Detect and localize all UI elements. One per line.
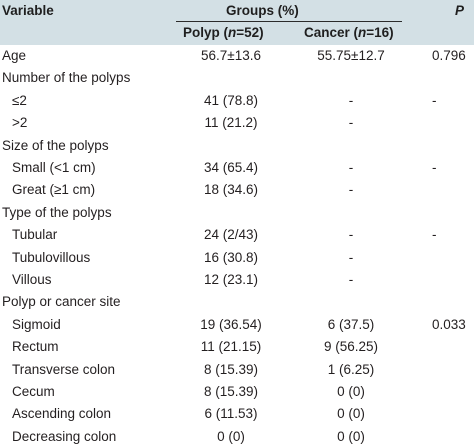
cell-polyp: 8 (15.39) bbox=[203, 384, 259, 399]
table-row: Ascending colon 6 (11.53) 0 (0) bbox=[0, 403, 474, 425]
table-row: Size of the polyps bbox=[0, 135, 474, 157]
cell-p-value: - bbox=[432, 92, 437, 108]
table-row: Type of the polyps bbox=[0, 202, 474, 224]
row-label: Rectum bbox=[12, 339, 59, 355]
cell-cancer: 55.75±12.7 bbox=[317, 48, 385, 63]
cell-p-value: 0.796 bbox=[432, 48, 466, 63]
header-variable: Variable bbox=[2, 3, 54, 18]
row-label: Size of the polyps bbox=[2, 137, 109, 153]
cell-cancer: 0 (0) bbox=[337, 384, 365, 399]
header-band bbox=[0, 0, 474, 45]
row-label: Villous bbox=[12, 272, 52, 287]
cell-cancer: 0 (0) bbox=[337, 406, 365, 422]
table-row: Number of the polyps bbox=[0, 67, 474, 89]
row-label: Tubulovillous bbox=[12, 249, 91, 265]
table-row: Tubular 24 (2/43) - - bbox=[0, 224, 474, 246]
cell-cancer: - bbox=[348, 182, 354, 198]
cell-polyp: 41 (78.8) bbox=[203, 92, 259, 108]
table-row: Age 56.7±13.6 55.75±12.7 0.796 bbox=[0, 45, 474, 67]
row-label: Small (<1 cm) bbox=[12, 160, 96, 175]
cell-cancer: 9 (56.25) bbox=[323, 339, 379, 355]
row-label: Polyp or cancer site bbox=[2, 294, 121, 310]
cell-polyp: 18 (34.6) bbox=[203, 182, 259, 198]
row-label: Transverse colon bbox=[12, 361, 116, 377]
header-p: P bbox=[455, 3, 465, 18]
cell-polyp: 8 (15.39) bbox=[203, 361, 259, 377]
header-groups: Groups (%) bbox=[226, 3, 299, 18]
row-label: Cecum bbox=[12, 384, 55, 399]
table-row: Cecum 8 (15.39) 0 (0) bbox=[0, 381, 474, 403]
cell-cancer: - bbox=[348, 227, 354, 243]
row-label: Great (≥1 cm) bbox=[12, 182, 96, 198]
cell-polyp: 0 (0) bbox=[217, 428, 245, 444]
cell-cancer: - bbox=[348, 160, 354, 175]
cell-cancer: 1 (6.25) bbox=[327, 361, 375, 377]
table-row: Transverse colon 8 (15.39) 1 (6.25) bbox=[0, 359, 474, 381]
table-row: Sigmoid 19 (36.54) 6 (37.5) 0.033 bbox=[0, 314, 474, 336]
table-row: Tubulovillous 16 (30.8) - bbox=[0, 247, 474, 269]
table-row: Great (≥1 cm) 18 (34.6) - bbox=[0, 179, 474, 201]
table-row: Polyp or cancer site bbox=[0, 291, 474, 313]
cell-polyp: 56.7±13.6 bbox=[201, 48, 261, 63]
cell-polyp: 11 (21.15) bbox=[200, 339, 262, 355]
row-label: Age bbox=[2, 48, 27, 63]
cell-polyp: 6 (11.53) bbox=[204, 406, 258, 422]
cell-p-value: - bbox=[432, 160, 437, 175]
groups-underline bbox=[176, 21, 402, 22]
table-row: Rectum 11 (21.15) 9 (56.25) bbox=[0, 336, 474, 358]
row-label: Decreasing colon bbox=[12, 428, 117, 444]
cell-polyp: 19 (36.54) bbox=[200, 316, 262, 332]
cell-p-value: 0.033 bbox=[432, 316, 466, 332]
cell-polyp: 16 (30.8) bbox=[203, 249, 259, 265]
cell-cancer: - bbox=[348, 249, 354, 265]
cell-cancer: 6 (37.5) bbox=[327, 316, 375, 332]
row-label: ≤2 bbox=[12, 92, 27, 108]
header-cancer: Cancer (n=16) bbox=[304, 25, 394, 40]
row-label: Sigmoid bbox=[12, 316, 61, 332]
cell-polyp: 12 (23.1) bbox=[203, 272, 259, 287]
row-label: >2 bbox=[12, 115, 28, 131]
table-row: Decreasing colon 0 (0) 0 (0) bbox=[0, 426, 474, 448]
table-row: >2 11 (21.2) - bbox=[0, 112, 474, 134]
cell-p-value: - bbox=[432, 227, 437, 243]
table-row: Small (<1 cm) 34 (65.4) - - bbox=[0, 157, 474, 179]
cell-cancer: 0 (0) bbox=[337, 428, 365, 444]
cell-polyp: 24 (2/43) bbox=[203, 227, 259, 243]
cell-polyp: 34 (65.4) bbox=[203, 160, 259, 175]
table-row: ≤2 41 (78.8) - - bbox=[0, 90, 474, 112]
cell-cancer: - bbox=[348, 92, 354, 108]
row-label: Ascending colon bbox=[12, 406, 112, 422]
header-polyp: Polyp (n=52) bbox=[183, 25, 264, 40]
table-row: Villous 12 (23.1) - bbox=[0, 269, 474, 291]
cell-cancer: - bbox=[348, 115, 354, 131]
row-label: Type of the polyps bbox=[2, 204, 112, 220]
cell-polyp: 11 (21.2) bbox=[204, 115, 258, 131]
cell-cancer: - bbox=[348, 272, 354, 287]
row-label: Tubular bbox=[12, 227, 58, 243]
row-label: Number of the polyps bbox=[2, 70, 131, 86]
